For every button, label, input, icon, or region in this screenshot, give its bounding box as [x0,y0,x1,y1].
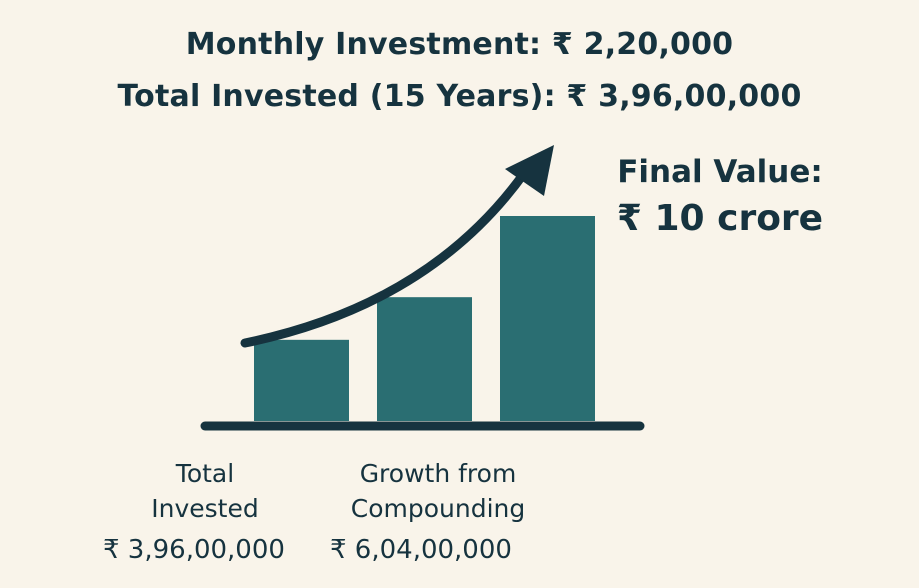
monthly-investment-title: Monthly Investment: ₹ 2,20,000 [185,27,734,62]
total-invested-label-line1: Total [175,459,235,488]
bar-final-value [500,216,595,421]
total-invested-title: Total Invested (15 Years): ₹ 3,96,00,000 [117,79,802,114]
total-invested-value: ₹ 3,96,00,000 [103,535,285,565]
total-invested-label: Total Invested [100,456,310,526]
arrow-head-icon [505,145,554,196]
trend-arrow-icon [240,167,530,348]
growth-value: ₹ 6,04,00,000 [330,535,512,565]
growth-label-line2: Compounding [350,494,526,523]
bar-growth-from-compounding [377,297,472,421]
bar-total-invested [254,339,349,421]
growth-label: Growth from Compounding [318,456,558,526]
final-value-amount: ₹ 10 crore [616,198,824,239]
growth-label-line1: Growth from [359,459,517,488]
bars-group [254,216,595,421]
total-invested-label-line2: Invested [151,494,259,523]
final-value-label: Final Value: [617,154,823,190]
